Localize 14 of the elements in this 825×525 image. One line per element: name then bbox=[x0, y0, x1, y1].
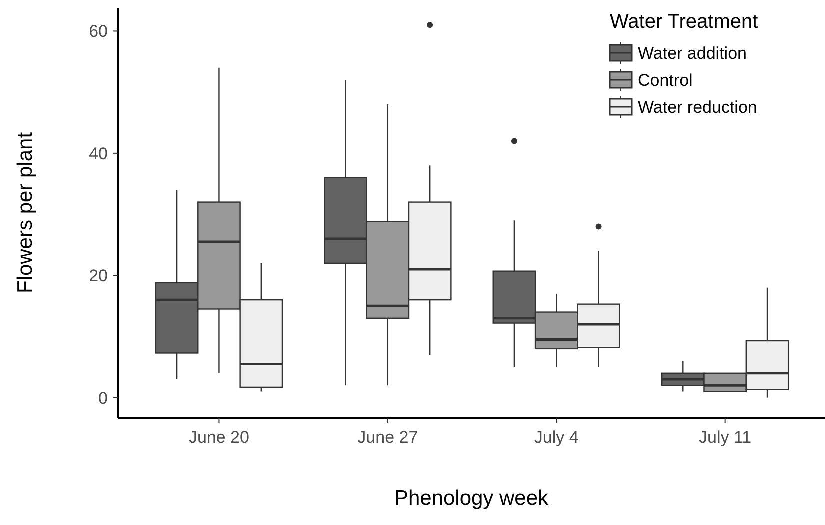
legend-label: Control bbox=[638, 70, 693, 90]
y-tick-label: 40 bbox=[89, 144, 108, 164]
legend-title: Water Treatment bbox=[610, 11, 759, 33]
y-axis-title: Flowers per plant bbox=[14, 132, 37, 294]
y-tick-label: 20 bbox=[89, 266, 108, 286]
x-tick-label: July 4 bbox=[534, 428, 579, 447]
x-tick-label: June 20 bbox=[188, 428, 250, 447]
x-axis-title: Phenology week bbox=[394, 487, 550, 510]
y-tick-label: 60 bbox=[89, 22, 108, 42]
legend-label: Water reduction bbox=[638, 98, 758, 117]
x-tick-label: July 11 bbox=[699, 428, 752, 447]
x-tick-label: June 27 bbox=[358, 428, 418, 447]
legend-label: Water addition bbox=[638, 44, 747, 63]
y-tick-label: 0 bbox=[98, 388, 108, 408]
